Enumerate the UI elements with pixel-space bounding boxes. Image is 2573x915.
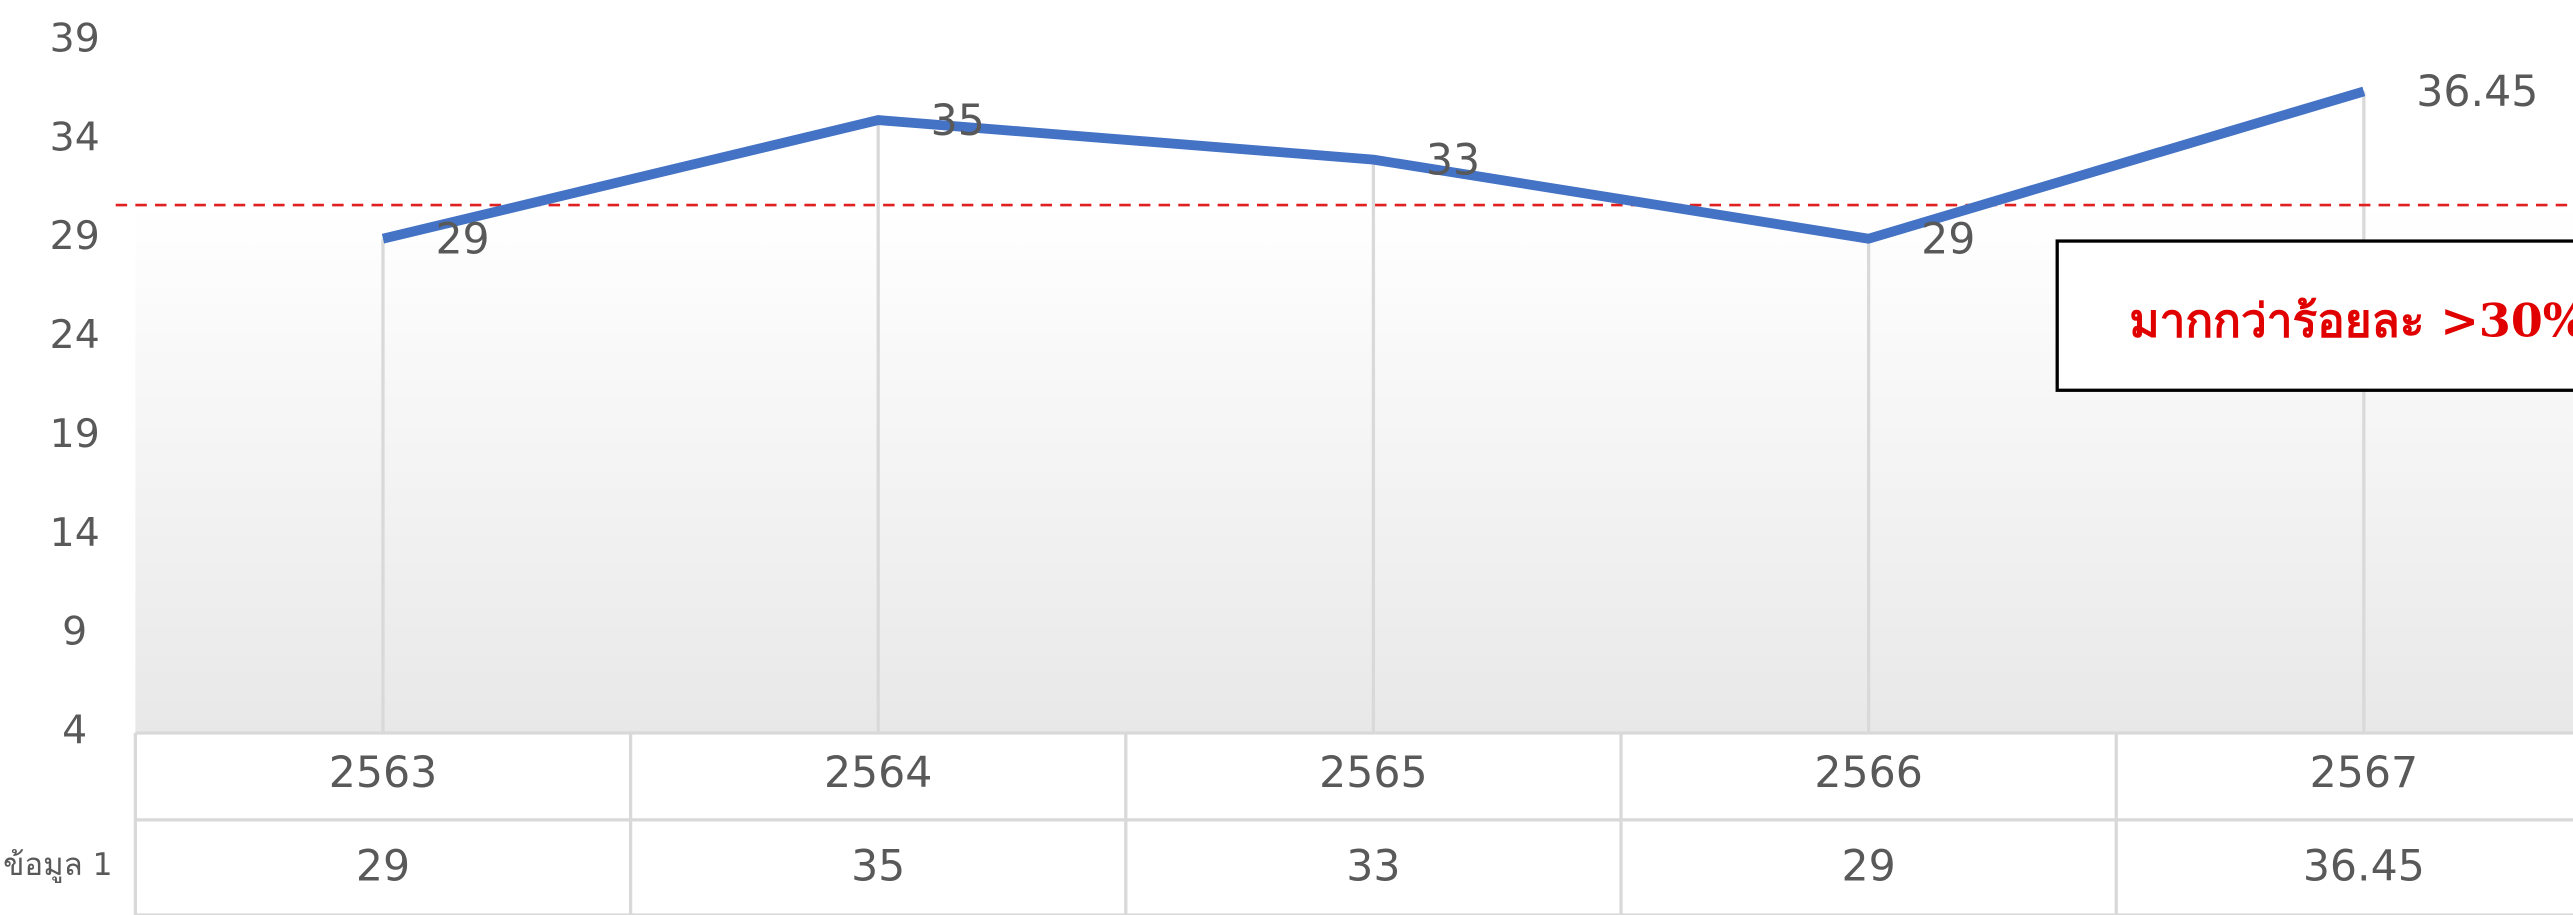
y-tick-label: 34 <box>50 114 100 160</box>
annotation-box <box>2055 239 2573 392</box>
annotation: มากกว่าร้อยละ >30% <box>2129 294 2573 348</box>
table-value: 35 <box>851 842 905 892</box>
y-tick-label: 9 <box>62 609 87 655</box>
x-tick-label: 2565 <box>1319 748 1427 798</box>
y-tick-label: 24 <box>50 312 100 358</box>
table-value: 29 <box>1841 842 1895 892</box>
data-label: 29 <box>435 214 489 264</box>
data-label: 33 <box>1426 135 1480 185</box>
table-value: 29 <box>356 842 410 892</box>
y-tick-label: 29 <box>50 213 100 259</box>
y-tick-label: 14 <box>50 510 100 556</box>
table-value: 36.45 <box>2303 842 2425 892</box>
legend-entry: ข้อมูล 1 <box>3 847 112 883</box>
y-tick-label: 4 <box>62 707 87 753</box>
x-tick-label: 2564 <box>824 748 932 798</box>
data-line <box>381 86 2366 244</box>
table-value: 33 <box>1346 842 1400 892</box>
y-tick-label: 39 <box>50 15 100 61</box>
data-label: 36.45 <box>2416 67 2538 117</box>
data-label: 35 <box>931 96 985 146</box>
x-tick-label: 2566 <box>1814 748 1922 798</box>
x-tick-label: 2563 <box>329 748 437 798</box>
x-tick-label: 2567 <box>2310 748 2418 798</box>
data-label: 29 <box>1921 214 1975 264</box>
y-tick-label: 19 <box>50 411 100 457</box>
